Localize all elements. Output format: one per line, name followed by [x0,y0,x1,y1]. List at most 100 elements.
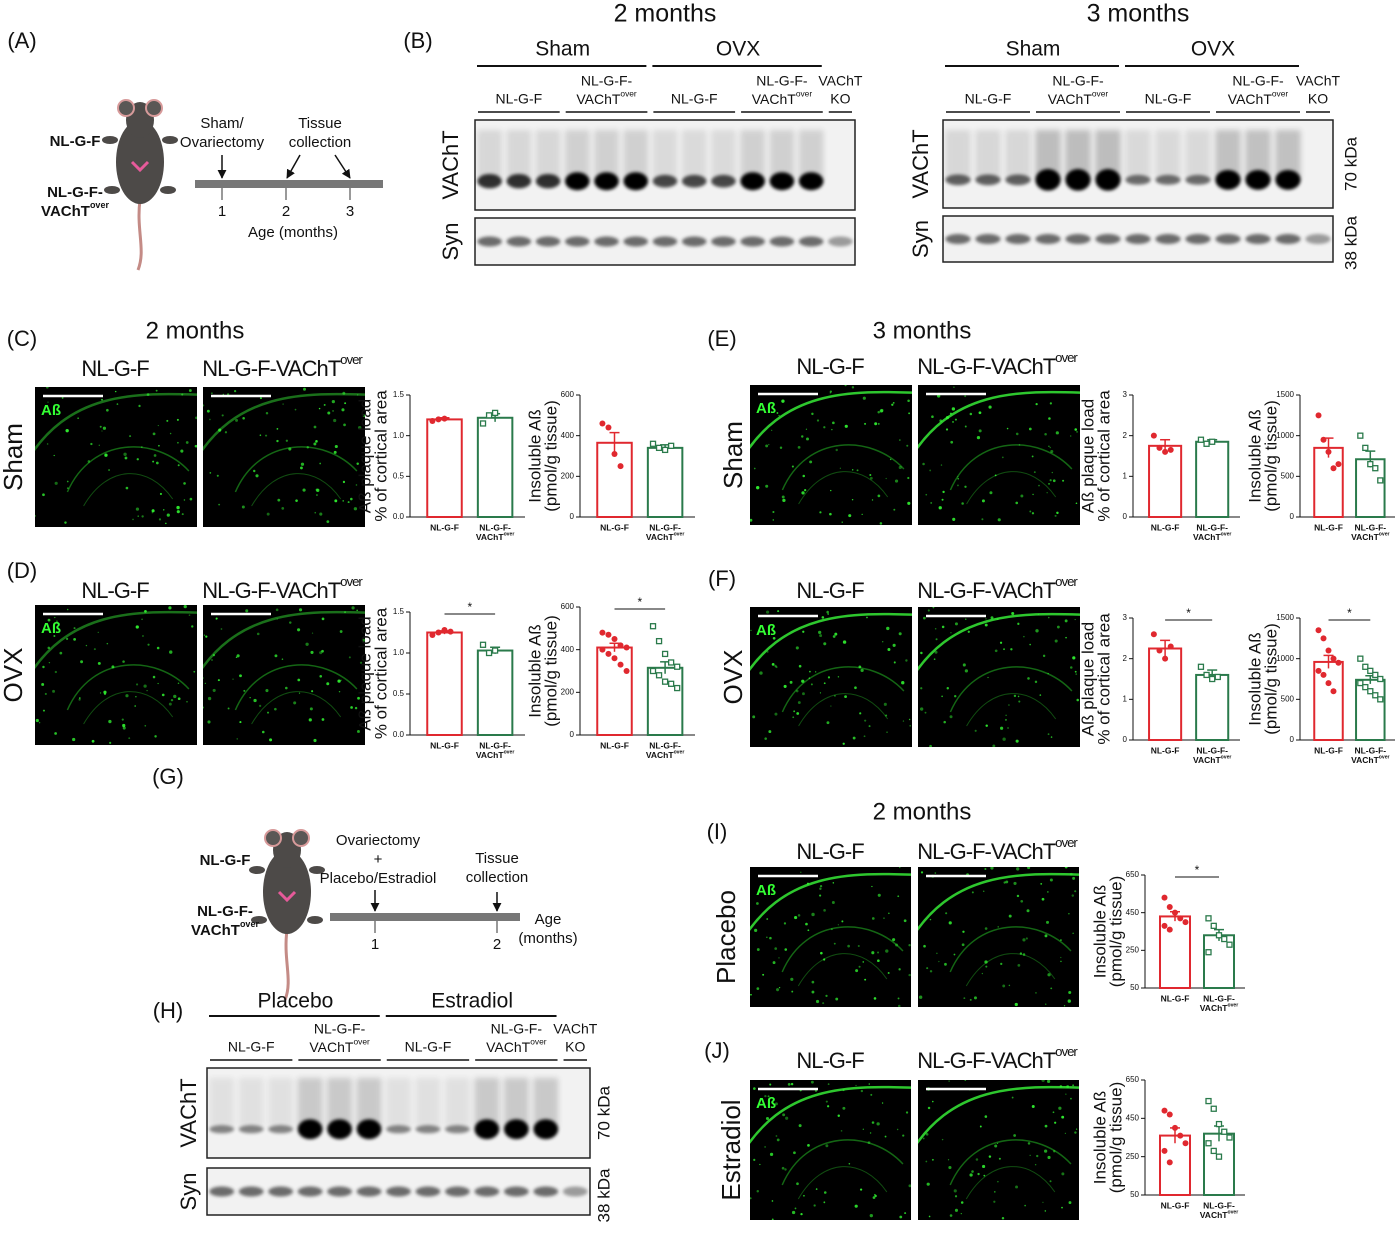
group-label: OVX [1191,38,1235,61]
plaque [769,1152,774,1156]
plaque [142,635,144,637]
hippocampus [949,926,1072,973]
plaque [315,488,319,491]
label-text: VAChT [1351,755,1380,765]
blot-band [1095,234,1121,244]
plaque [961,502,964,505]
data-point [1156,444,1163,451]
y-tick-label: 50 [1130,983,1139,992]
blot-smear [535,130,561,180]
label-text: VAChT [1048,91,1093,107]
plaque [893,508,896,511]
plaque [1060,956,1062,959]
plaque [99,692,102,694]
plaque [1016,867,1020,871]
significance-label: * [637,595,642,609]
plaque [781,495,785,499]
plaque [103,690,107,694]
data-point [661,678,669,685]
plaque [897,1004,901,1007]
label-text: VAChT [309,1039,354,1055]
plaque [342,391,346,395]
plaque [932,1100,934,1103]
plaque [992,744,996,747]
plaque [1035,629,1039,633]
panel-label: (C) [7,326,38,351]
plaque [951,407,956,411]
plaque [819,634,823,638]
plaque [832,882,835,884]
plaque [899,439,901,441]
plaque [203,634,206,636]
data-point [1205,915,1212,922]
plaque [350,497,353,501]
lane-label: VAChT [1296,73,1341,89]
plaque [1015,432,1019,436]
plaque [158,444,160,447]
blot-smear [268,1078,294,1128]
blot-band [711,174,736,188]
mouse-body [263,850,311,934]
plaque [908,718,911,721]
plaque [873,997,877,1000]
plaque [938,960,940,963]
plaque [887,971,890,974]
blot-band [1125,234,1151,244]
data-point [617,642,624,649]
blot-band [1125,174,1151,185]
plaque [837,924,839,926]
data-point [649,667,657,675]
data-point [1372,671,1379,679]
plaque [294,408,297,411]
plaque [183,499,186,501]
plaque [168,702,172,706]
blot-band [623,172,649,191]
plaque [342,500,345,502]
plaque [343,423,346,427]
plaque [960,1201,964,1204]
strain-label: NL-G-F [200,852,251,869]
plaque [189,497,193,501]
bar [476,649,514,736]
blot-band [594,236,619,247]
plaque [803,1195,805,1197]
hippocampus [949,666,1073,713]
x-tick-label: VAChTover [646,750,684,760]
y-axis-label: Aß plaque load [355,616,374,730]
data-point [1205,949,1212,956]
row-label: Sham [0,423,28,491]
plaque [869,1132,872,1134]
y-axis-label: % of cortical area [371,390,390,522]
plaque [152,675,156,679]
data-point [1167,643,1174,650]
plaque [809,670,811,673]
panel-label: (I) [707,819,728,844]
plaque [1017,622,1020,625]
plaque [891,403,894,406]
data-point [1215,932,1223,939]
plaque [44,692,47,696]
micrograph-title: 2 months [146,317,245,344]
y-tick-label: 50 [1130,1190,1139,1199]
plaque [274,654,278,658]
hippocampus [797,953,888,987]
plaque [907,476,910,480]
plaque [877,959,880,963]
plaque [756,902,759,905]
plaque [215,617,218,620]
plaque [862,1128,864,1130]
plaque [769,1083,772,1086]
blot-band [769,236,795,247]
plaque [1051,471,1054,474]
plaque [771,429,773,432]
y-tick-label: 400 [561,431,575,440]
data-point [479,641,487,648]
data-point [649,623,657,630]
blot-band [1035,169,1061,191]
plaque [825,1144,829,1148]
x-tick-label: VAChTover [1200,1003,1238,1013]
plaque [344,402,347,405]
plaque [750,1197,752,1200]
plaque [945,416,950,420]
data-point [599,646,606,653]
